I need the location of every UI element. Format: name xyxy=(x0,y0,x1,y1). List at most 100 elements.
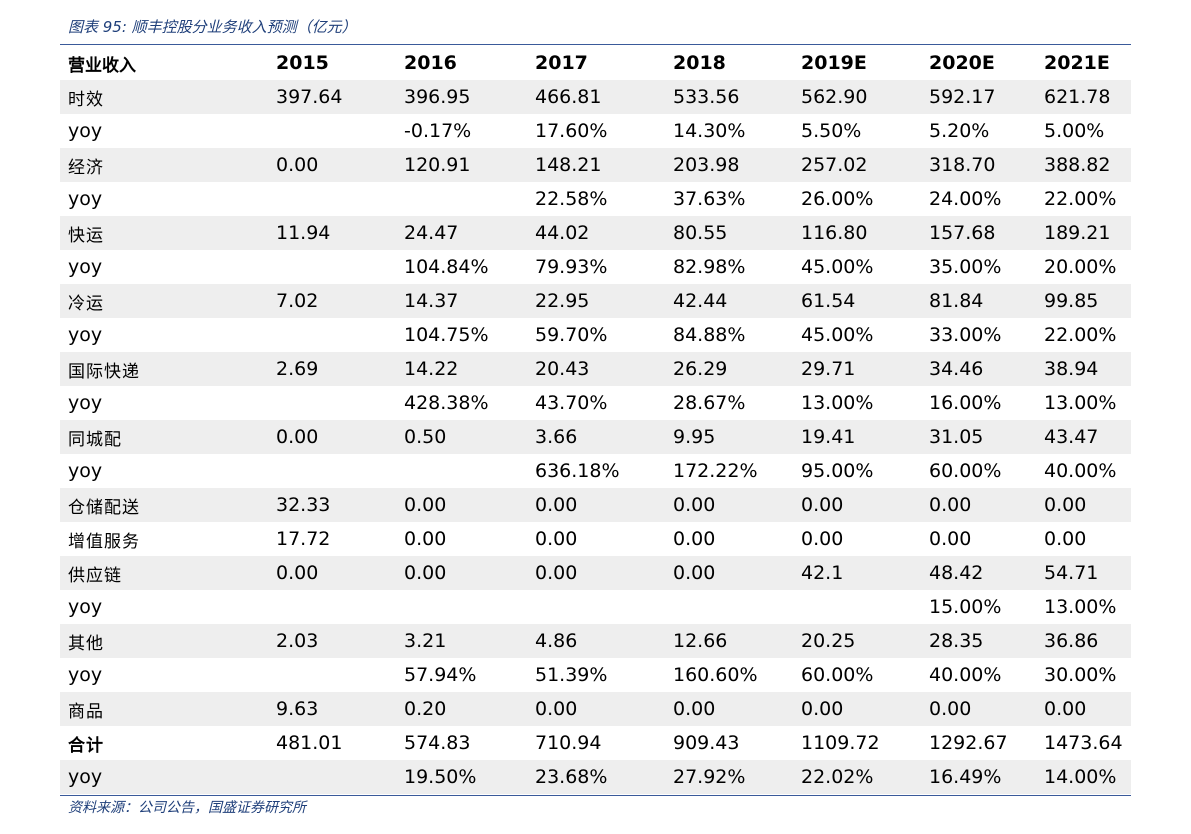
table-row: yoy 104.84% 79.93% 82.98% 45.00% 35.00% 20.00% xyxy=(60,250,1131,284)
row-label: 其他 xyxy=(60,624,268,658)
column-header: 2017 xyxy=(535,52,588,74)
table-cell: 45.00% xyxy=(793,318,921,352)
table-cell: 19.41 xyxy=(793,420,921,454)
table-cell: 24.00% xyxy=(921,182,1036,216)
table-cell: 51.39% xyxy=(527,658,665,692)
table-cell: 38.94 xyxy=(1036,352,1131,386)
table-cell: 189.21 xyxy=(1036,216,1131,250)
table-row: yoy 104.75% 59.70% 84.88% 45.00% 33.00% 22.00% xyxy=(60,318,1131,352)
row-label: yoy xyxy=(60,590,268,624)
table-cell: 36.86 xyxy=(1036,624,1131,658)
table-cell xyxy=(268,114,396,148)
table-body: 时效 397.64 396.95 466.81 533.56 562.90 592.17 62… xyxy=(60,80,1131,794)
table-row: 仓储配送 32.33 0.00 0.00 0.00 0.00 0.00 0.00 xyxy=(60,488,1131,522)
row-label: 合计 xyxy=(60,726,268,760)
table-cell: 34.46 xyxy=(921,352,1036,386)
table-cell xyxy=(396,182,527,216)
column-header: 2020E xyxy=(929,52,995,74)
table-cell: 318.70 xyxy=(921,148,1036,182)
table-cell: 12.66 xyxy=(665,624,793,658)
table-cell: 37.63% xyxy=(665,182,793,216)
table-cell: 13.00% xyxy=(793,386,921,420)
table-row: 合计 481.01 574.83 710.94 909.43 1109.72 1292.67… xyxy=(60,726,1131,760)
table-cell: 3.66 xyxy=(527,420,665,454)
row-label: 快运 xyxy=(60,216,268,250)
table-cell: 20.00% xyxy=(1036,250,1131,284)
table-cell: 79.93% xyxy=(527,250,665,284)
row-label: 冷运 xyxy=(60,284,268,318)
table-cell xyxy=(793,590,921,624)
table-cell: 20.43 xyxy=(527,352,665,386)
table-cell: 621.78 xyxy=(1036,80,1131,114)
table-row: 供应链 0.00 0.00 0.00 0.00 42.1 48.42 54.71 xyxy=(60,556,1131,590)
table-cell: 61.54 xyxy=(793,284,921,318)
table-cell: 0.00 xyxy=(793,522,921,556)
table-cell: 5.20% xyxy=(921,114,1036,148)
table-cell: 54.71 xyxy=(1036,556,1131,590)
table-cell: 396.95 xyxy=(396,80,527,114)
row-label: yoy xyxy=(60,318,268,352)
table-cell: 2.69 xyxy=(268,352,396,386)
table-cell: 0.00 xyxy=(921,522,1036,556)
table-row: yoy 636.18% 172.22% 95.00% 60.00% 40.00% xyxy=(60,454,1131,488)
table-row: 快运 11.94 24.47 44.02 80.55 116.80 157.68 189.21 xyxy=(60,216,1131,250)
table-cell: 0.00 xyxy=(665,556,793,590)
table-cell xyxy=(396,590,527,624)
table-cell: 5.00% xyxy=(1036,114,1131,148)
table-cell: 22.00% xyxy=(1036,318,1131,352)
table-cell: 481.01 xyxy=(268,726,396,760)
table-cell: 24.47 xyxy=(396,216,527,250)
table-cell: 0.00 xyxy=(793,488,921,522)
row-label: 经济 xyxy=(60,148,268,182)
table-cell: 0.00 xyxy=(527,556,665,590)
table-row: yoy 15.00% 13.00% xyxy=(60,590,1131,624)
column-header: 2021E xyxy=(1044,52,1110,74)
row-label: yoy xyxy=(60,454,268,488)
table-cell xyxy=(665,590,793,624)
table-cell: 0.00 xyxy=(1036,692,1131,726)
table-cell: 80.55 xyxy=(665,216,793,250)
revenue-forecast-table: 营业收入 2015 2016 2017 2018 2019E 2020E 202… xyxy=(60,46,1131,794)
table-cell: 44.02 xyxy=(527,216,665,250)
table-cell: 22.95 xyxy=(527,284,665,318)
table-cell: 0.00 xyxy=(268,148,396,182)
table-cell: 116.80 xyxy=(793,216,921,250)
table-cell xyxy=(268,182,396,216)
table-cell: 57.94% xyxy=(396,658,527,692)
column-header: 2015 xyxy=(276,52,329,74)
row-label: yoy xyxy=(60,114,268,148)
table-cell: 0.00 xyxy=(268,420,396,454)
table-cell xyxy=(396,454,527,488)
row-label: 增值服务 xyxy=(60,522,268,556)
table-cell: 60.00% xyxy=(793,658,921,692)
table-cell: 0.00 xyxy=(921,488,1036,522)
table-cell: 27.92% xyxy=(665,760,793,794)
table-row: 经济 0.00 120.91 148.21 203.98 257.02 318.70 388.… xyxy=(60,148,1131,182)
table-cell: 0.00 xyxy=(665,522,793,556)
table-cell: 710.94 xyxy=(527,726,665,760)
table-cell: 120.91 xyxy=(396,148,527,182)
table-cell xyxy=(268,318,396,352)
table-cell: 104.84% xyxy=(396,250,527,284)
table-cell: 104.75% xyxy=(396,318,527,352)
table-cell: 9.63 xyxy=(268,692,396,726)
table-cell xyxy=(268,250,396,284)
table-cell: 82.98% xyxy=(665,250,793,284)
table-cell xyxy=(527,590,665,624)
table-cell: 5.50% xyxy=(793,114,921,148)
table-cell: 574.83 xyxy=(396,726,527,760)
table-cell: -0.17% xyxy=(396,114,527,148)
table-cell: 81.84 xyxy=(921,284,1036,318)
column-header: 2016 xyxy=(404,52,457,74)
table-cell: 26.29 xyxy=(665,352,793,386)
table-cell: 397.64 xyxy=(268,80,396,114)
table-cell: 157.68 xyxy=(921,216,1036,250)
table-cell: 16.49% xyxy=(921,760,1036,794)
table-cell: 28.67% xyxy=(665,386,793,420)
table-cell xyxy=(268,760,396,794)
table-cell xyxy=(268,590,396,624)
table-cell: 0.00 xyxy=(921,692,1036,726)
table-cell: 30.00% xyxy=(1036,658,1131,692)
table-cell: 0.00 xyxy=(527,692,665,726)
table-cell: 0.00 xyxy=(527,488,665,522)
